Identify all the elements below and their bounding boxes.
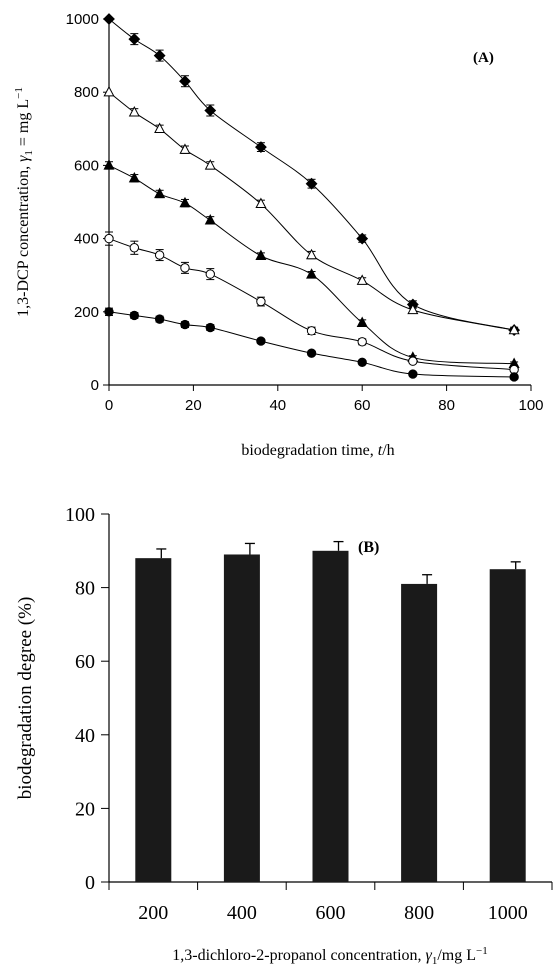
- panel-a-marker: [407, 303, 419, 315]
- panel-b-y-tick-label: 0: [85, 872, 95, 894]
- panel-a-marker: [256, 336, 266, 346]
- panel-a-series-line: [108, 164, 515, 365]
- panel-a-marker: [104, 307, 114, 317]
- panel-a-marker: [255, 249, 267, 261]
- panel-a-series-line: [108, 238, 515, 371]
- panel-b-category-label: 600: [316, 902, 346, 924]
- panel-a-marker: [180, 319, 190, 330]
- panel-a-y-tick-label: 400: [74, 231, 99, 248]
- panel-b-category-label: 1000: [488, 902, 528, 924]
- panel-a-x-tick-label: 20: [185, 397, 202, 414]
- panel-a-marker: [154, 187, 166, 199]
- panel-a-series-line: [108, 91, 515, 331]
- panel-a-marker: [103, 85, 115, 97]
- panel-a-series-5: [104, 307, 519, 382]
- panel-a-marker: [356, 232, 369, 245]
- panel-a-marker: [256, 296, 266, 307]
- panel-a-x-tick-label: 80: [438, 397, 455, 414]
- panel-a-marker: [204, 214, 216, 225]
- panel-a-marker: [179, 196, 191, 208]
- panel-a-marker: [357, 337, 367, 347]
- panel-a-marker: [128, 171, 140, 183]
- panel-b-y-tick-label: 80: [75, 578, 95, 600]
- panel-a-marker: [180, 263, 190, 273]
- panel-a-marker: [154, 122, 166, 133]
- panel-a-marker: [408, 369, 418, 379]
- panel-a-series-line: [108, 18, 515, 331]
- panel-b-bar: [312, 550, 349, 882]
- panel-a-x-tick-label: 100: [518, 397, 543, 414]
- panel-b-bar: [489, 569, 526, 882]
- panel-b-y-tick-label: 20: [75, 798, 95, 820]
- panel-a-marker: [128, 106, 140, 117]
- panel-b-y-axis-title: biodegradation degree (%): [15, 597, 36, 800]
- panel-a-y-tick-label: 600: [74, 157, 99, 174]
- panel-a-series-3: [103, 159, 520, 368]
- panel-a-marker: [179, 143, 191, 154]
- panel-a-marker: [408, 356, 418, 366]
- panel-a-series-4: [104, 231, 519, 375]
- panel-a-y-axis-title: 1,3-DCP concentration, γ1 = mg L−1: [13, 87, 35, 317]
- panel-a-series-line: [108, 311, 515, 378]
- panel-b-category-label: 200: [138, 902, 168, 924]
- panel-a-marker: [204, 104, 217, 117]
- panel-a-label: (A): [473, 50, 494, 66]
- panel-a-x-tick-label: 40: [269, 397, 286, 414]
- panel-a-marker: [356, 316, 368, 327]
- panel-b-bars: 200 400 600 800 1000: [135, 540, 528, 924]
- panel-a-marker: [103, 13, 115, 25]
- panel-a-x-tick-label: 0: [105, 397, 113, 414]
- panel-a-marker: [205, 269, 215, 279]
- panel-a-series-1: [103, 13, 521, 337]
- panel-a-marker: [128, 33, 141, 46]
- panel-a-marker: [179, 75, 191, 88]
- panel-a-x-axis-title: biodegradation time, t/h: [241, 442, 394, 459]
- panel-a-marker: [356, 274, 368, 285]
- panel-b-y-tick-label: 60: [75, 651, 95, 673]
- panel-a-y-tick-label: 200: [74, 304, 99, 321]
- panel-a-series: [103, 13, 521, 382]
- panel-a-marker: [255, 197, 267, 209]
- panel-a-marker: [357, 357, 367, 368]
- panel-b-bar: [223, 554, 260, 882]
- panel-b-bar: [135, 558, 172, 882]
- panel-a-marker: [154, 250, 165, 260]
- panel-a-marker: [204, 159, 216, 170]
- panel-b-category-label: 800: [404, 902, 434, 924]
- panel-a-marker: [153, 49, 166, 62]
- panel-b-label: (B): [358, 539, 379, 556]
- panel-b-y-tick-label: 100: [65, 504, 95, 526]
- panel-a-marker: [306, 248, 318, 260]
- panel-a-marker: [509, 372, 519, 382]
- panel-a-y-tick-label: 0: [91, 377, 99, 394]
- panel-b-x-axis-title: 1,3-dichloro-2-propanol concentration, γ…: [172, 945, 487, 967]
- panel-a-marker: [508, 323, 520, 335]
- panel-a-marker: [154, 314, 165, 324]
- panel-b-category-label: 400: [227, 902, 257, 924]
- panel-b-ticks: 0 20 40 60 80 100: [65, 504, 553, 894]
- panel-b-bar: [401, 583, 438, 882]
- panel-a-marker: [129, 310, 140, 321]
- panel-a-marker: [305, 177, 318, 190]
- panel-a-marker: [104, 233, 114, 244]
- panel-a-series-2: [103, 85, 520, 335]
- panel-a-marker: [205, 322, 215, 333]
- panel-a-marker: [129, 243, 140, 253]
- panel-b-y-tick-label: 40: [75, 725, 95, 747]
- panel-a-y-tick-label: 800: [74, 84, 99, 101]
- panel-a-marker: [306, 268, 318, 279]
- panel-a-marker: [103, 159, 115, 170]
- panel-b-bar-chart: 0 20 40 60 80 100 200 400 600 800 1000 (B) 1,3-di…: [15, 504, 553, 967]
- panel-a-marker: [306, 326, 317, 336]
- panel-a-x-tick-label: 60: [354, 397, 371, 414]
- panel-a-marker: [306, 348, 317, 358]
- panel-a-y-tick-label: 1000: [66, 11, 99, 28]
- panel-a-marker: [255, 141, 267, 154]
